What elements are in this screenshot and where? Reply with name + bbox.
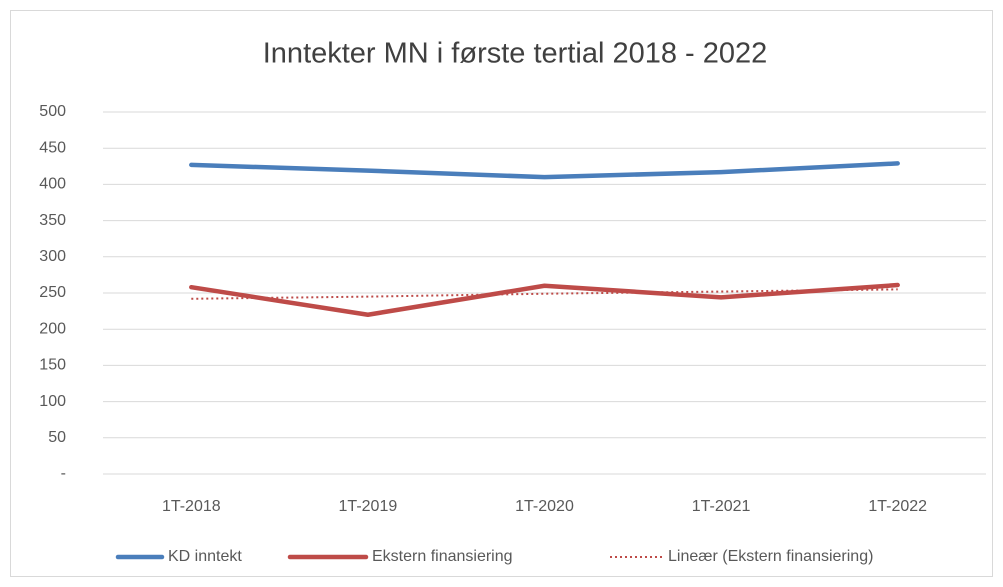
series-line [189,161,900,180]
y-tick-label: - [61,465,66,482]
y-tick-label: 100 [39,393,66,410]
x-tick-label: 1T-2022 [868,498,927,515]
legend-label: Lineær (Ekstern finansiering) [668,548,873,565]
y-tick-label: 300 [39,248,66,265]
chart-title: Inntekter MN i første tertial 2018 - 202… [263,38,768,70]
x-tick-label: 1T-2019 [339,498,398,515]
y-tick-label: 250 [39,284,66,301]
y-tick-label: 400 [39,176,66,193]
y-tick-label: 350 [39,212,66,229]
series-line [189,282,900,317]
x-tick-label: 1T-2018 [162,498,221,515]
y-tick-label: 200 [39,320,66,337]
y-tick-label: 150 [39,357,66,374]
y-tick-label: 500 [39,103,66,120]
legend-label: Ekstern finansiering [372,548,513,565]
x-tick-label: 1T-2021 [692,498,751,515]
legend-label: KD inntekt [168,548,242,565]
x-tick-label: 1T-2020 [515,498,574,515]
y-tick-label: 50 [48,429,66,446]
y-tick-label: 450 [39,139,66,156]
